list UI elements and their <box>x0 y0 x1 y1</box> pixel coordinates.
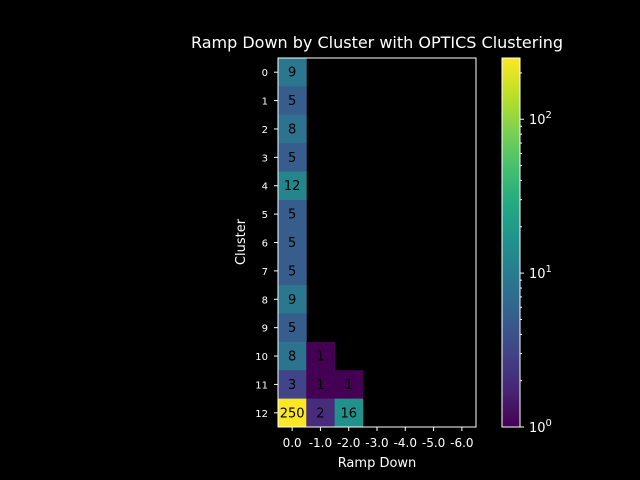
x-axis: 0.0 -1.0 -2.0 -3.0 -4.0 -5.0 -6.0 <box>283 427 474 450</box>
x-tick-label: -5.0 <box>422 436 445 450</box>
x-tick-label: 0.0 <box>283 436 302 450</box>
cell-value-label: 5 <box>288 236 296 251</box>
colorbar-tick-label: 100 <box>529 418 552 436</box>
cell-value-label: 3 <box>288 378 296 393</box>
x-tick-label: -2.0 <box>337 436 360 450</box>
cell-value-label: 250 <box>280 406 305 421</box>
chart-title: Ramp Down by Cluster with OPTICS Cluster… <box>190 33 564 52</box>
cell-value-label: 1 <box>316 350 324 365</box>
heatmap-cell <box>278 143 307 172</box>
heatmap-cell <box>306 341 335 371</box>
heatmap-cell <box>278 114 307 144</box>
cell-value-label: 5 <box>288 208 296 223</box>
cell-value-label: 8 <box>288 122 296 137</box>
y-tick-label: 6 <box>262 239 268 250</box>
y-tick-label: 0 <box>262 68 268 79</box>
heatmap-cell <box>278 285 307 314</box>
cell-value-label: 1 <box>345 378 353 393</box>
heatmap-cell <box>278 256 307 286</box>
cell-value-label: 9 <box>288 66 296 81</box>
y-axis-label: Cluster <box>234 218 249 265</box>
x-tick-label: -4.0 <box>394 436 417 450</box>
cell-labels: 9 5 8 5 12 5 5 5 9 5 8 1 3 1 1 250 2 16 <box>280 66 357 422</box>
x-tick-label: -6.0 <box>450 436 473 450</box>
y-tick-label: 11 <box>255 380 268 391</box>
cell-value-label: 9 <box>288 293 296 308</box>
heatmap-cell <box>278 370 307 400</box>
cell-value-label: 12 <box>284 179 301 194</box>
cell-value-label: 5 <box>288 264 296 279</box>
x-tick-label: -3.0 <box>365 436 388 450</box>
colorbar-ticks: 100 101 102 <box>520 72 552 436</box>
y-tick-label: 5 <box>262 210 268 221</box>
x-axis-label: Ramp Down <box>338 456 417 471</box>
heatmap-cell <box>334 370 364 400</box>
y-tick-label: 2 <box>262 125 268 136</box>
heatmap-cell <box>278 341 307 371</box>
y-tick-label: 3 <box>262 153 268 164</box>
heatmap-cell <box>278 199 307 229</box>
heatmap-cell <box>334 398 364 428</box>
heatmap-cell <box>278 86 307 116</box>
heatmap-cell <box>278 58 307 87</box>
y-tick-label: 8 <box>262 295 268 306</box>
x-tick-label: -1.0 <box>309 436 332 450</box>
cell-value-label: 5 <box>288 151 296 166</box>
heatmap-cell <box>306 398 335 428</box>
heatmap-cell <box>278 313 307 343</box>
y-tick-label: 10 <box>255 352 268 363</box>
heatmap-cell <box>278 171 307 201</box>
heatmap-cells <box>278 58 364 428</box>
heatmap-cell <box>278 228 307 258</box>
cell-value-label: 8 <box>288 350 296 365</box>
y-tick-label: 4 <box>262 182 268 193</box>
y-tick-label: 12 <box>255 409 268 420</box>
cell-value-label: 5 <box>288 94 296 109</box>
cell-value-label: 2 <box>316 406 324 421</box>
cell-value-label: 5 <box>288 321 296 336</box>
cell-value-label: 1 <box>316 378 324 393</box>
heatmap-cell <box>278 398 307 428</box>
y-tick-label: 9 <box>262 324 268 335</box>
heatmap-cell <box>306 370 335 400</box>
y-tick-label: 1 <box>262 97 268 108</box>
colorbar <box>501 57 521 428</box>
colorbar-tick-label: 101 <box>529 264 552 282</box>
y-tick-label: 7 <box>262 267 268 278</box>
cell-value-label: 16 <box>340 406 357 421</box>
colorbar-tick-label: 102 <box>529 110 552 128</box>
